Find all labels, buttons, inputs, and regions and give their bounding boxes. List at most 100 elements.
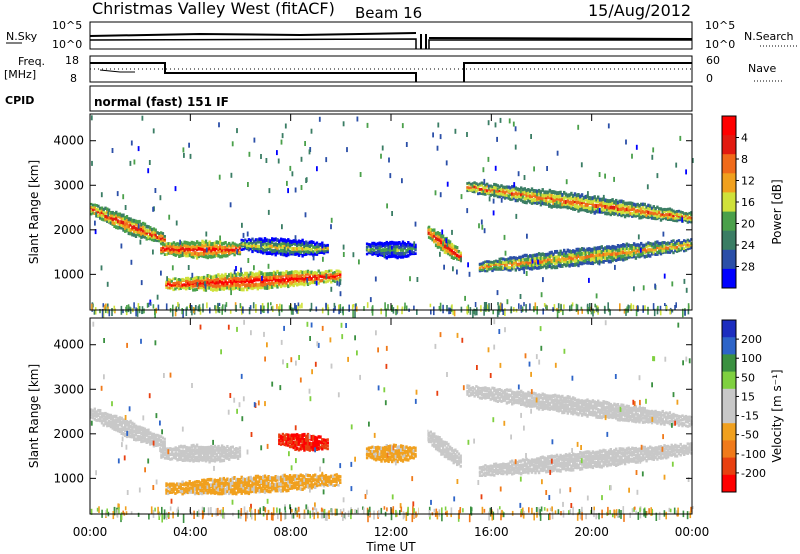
heatmap-cell xyxy=(201,482,204,486)
heatmap-cell xyxy=(290,475,294,480)
heatmap-cell xyxy=(161,436,165,440)
heatmap-cell xyxy=(190,456,193,460)
heatmap-cell xyxy=(201,279,204,284)
heatmap-cell xyxy=(371,250,374,254)
heatmap-cell xyxy=(511,398,514,402)
heatmap-cell xyxy=(679,213,682,217)
heatmap-cell xyxy=(228,248,231,252)
heatmap-cell xyxy=(231,244,234,248)
heatmap-cell xyxy=(661,210,664,214)
heatmap-cell xyxy=(505,187,509,191)
heatmap-cell xyxy=(204,479,208,483)
heatmap-cell xyxy=(563,196,566,201)
heatmap-cell xyxy=(90,206,93,209)
heatmap-cell xyxy=(143,427,147,432)
heatmap-cell xyxy=(283,278,286,283)
heatmap-cell xyxy=(570,191,573,196)
heatmap-cell xyxy=(251,489,254,493)
heatmap-cell xyxy=(272,276,276,281)
noise-cell xyxy=(401,123,404,129)
heatmap-cell xyxy=(654,240,657,245)
heatmap-cell xyxy=(267,281,270,286)
heatmap-cell xyxy=(400,448,403,452)
heatmap-cell xyxy=(317,245,320,249)
heatmap-cell xyxy=(212,445,215,450)
ground-cell xyxy=(301,302,303,309)
heatmap-cell xyxy=(305,243,308,247)
heatmap-cell xyxy=(297,434,301,439)
noise-cell xyxy=(553,257,556,262)
heatmap-cell xyxy=(306,272,310,276)
heatmap-cell xyxy=(168,489,172,493)
heatmap-cell xyxy=(668,241,672,245)
heatmap-cell xyxy=(195,486,199,491)
heatmap-cell xyxy=(183,452,186,456)
heatmap-cell xyxy=(604,249,607,253)
heatmap-cell xyxy=(169,251,172,255)
heatmap-cell xyxy=(434,443,438,448)
heatmap-cell xyxy=(387,250,390,255)
heatmap-cell xyxy=(271,476,274,481)
heatmap-cell xyxy=(487,395,491,399)
heatmap-cell xyxy=(145,231,148,235)
heatmap-cell xyxy=(292,241,295,246)
heatmap-cell xyxy=(563,190,566,195)
heatmap-cell xyxy=(555,255,559,260)
noise-cell xyxy=(468,271,471,277)
heatmap-cell xyxy=(654,213,657,217)
heatmap-cell xyxy=(337,474,340,478)
noise-cell xyxy=(445,160,448,166)
heatmap-cell xyxy=(606,204,609,209)
heatmap-cell xyxy=(367,248,371,252)
nsky-tick-high: 10^5 xyxy=(52,19,82,32)
heatmap-cell xyxy=(154,439,157,443)
heatmap-cell xyxy=(588,199,591,204)
heatmap-cell xyxy=(199,281,202,285)
heatmap-cell xyxy=(235,480,238,485)
heatmap-cell xyxy=(561,255,564,260)
noise-cell xyxy=(446,181,449,187)
heatmap-cell xyxy=(645,254,648,258)
heatmap-cell xyxy=(238,283,242,288)
heatmap-cell xyxy=(546,264,550,269)
heatmap-cell xyxy=(253,486,256,491)
heatmap-cell xyxy=(523,396,526,400)
heatmap-cell xyxy=(244,477,247,482)
heatmap-cell xyxy=(392,455,396,460)
heatmap-cell xyxy=(378,249,381,254)
heatmap-cell xyxy=(303,478,306,482)
heatmap-cell xyxy=(586,202,589,207)
heatmap-cell xyxy=(447,242,450,247)
heatmap-cell xyxy=(168,286,172,289)
heatmap-cell xyxy=(229,275,233,280)
heatmap-cell xyxy=(688,211,691,215)
heatmap-cell xyxy=(376,450,380,454)
ground-cell xyxy=(175,306,178,312)
heatmap-cell xyxy=(607,248,611,253)
heatmap-cell xyxy=(371,456,374,460)
heatmap-cell xyxy=(256,474,259,479)
heatmap-cell xyxy=(185,481,188,485)
heatmap-cell xyxy=(185,251,188,255)
heatmap-cell xyxy=(575,262,578,267)
heatmap-cell xyxy=(99,419,102,423)
heatmap-cell xyxy=(391,251,394,256)
heatmap-cell xyxy=(649,242,652,246)
heatmap-cell xyxy=(457,452,461,456)
heatmap-cell xyxy=(484,186,487,189)
heatmap-cell xyxy=(219,240,222,245)
heatmap-cell xyxy=(247,479,251,484)
heatmap-cell xyxy=(536,201,539,205)
heatmap-cell xyxy=(643,243,646,248)
heatmap-cell xyxy=(541,256,544,261)
heatmap-cell xyxy=(185,483,188,487)
heatmap-cell xyxy=(254,474,258,479)
heatmap-cell xyxy=(548,193,552,198)
heatmap-cell xyxy=(389,244,392,249)
heatmap-cell xyxy=(210,458,213,463)
heatmap-cell xyxy=(260,250,263,254)
ground-cell xyxy=(632,304,635,310)
heatmap-cell xyxy=(529,260,532,265)
ground-cell xyxy=(581,308,583,314)
